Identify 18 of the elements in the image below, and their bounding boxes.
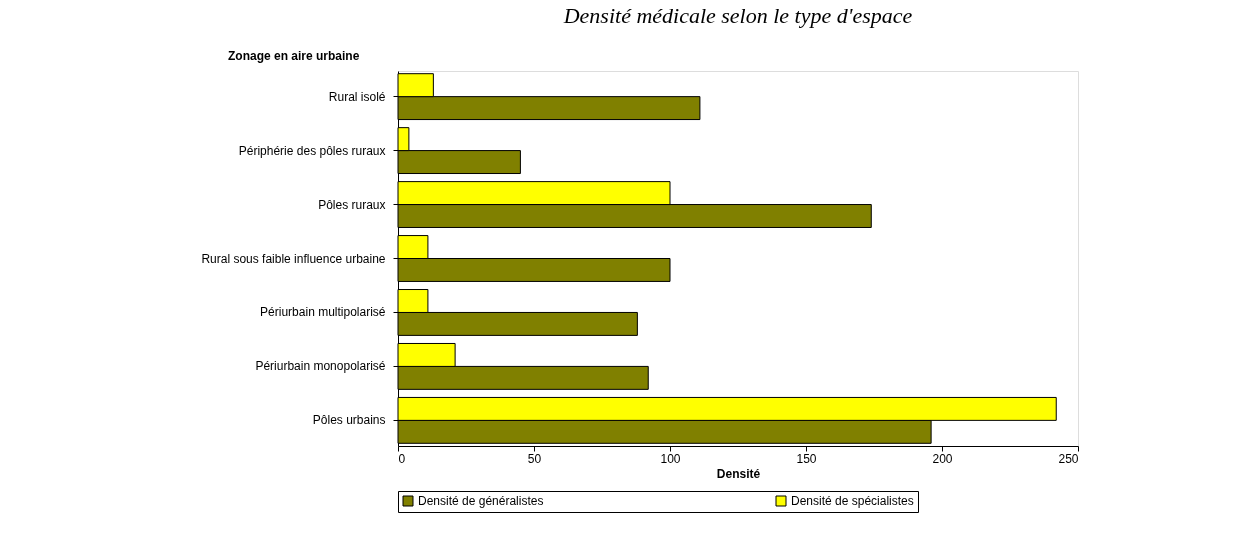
y-tick-label: Pôles ruraux (318, 197, 386, 212)
x-axis-title: Densité (716, 466, 761, 481)
x-tick-label: 200 (932, 451, 953, 466)
y-tick-label: Périurbain monopolarisé (255, 359, 386, 374)
chart-title: Densité médicale selon le type d'espace (562, 3, 913, 28)
legend-label: Densité de spécialistes (791, 494, 914, 508)
legend-label: Densité de généralistes (418, 494, 544, 508)
x-tick-label: 250 (1058, 451, 1079, 466)
y-tick-label: Rural sous faible influence urbaine (201, 251, 386, 266)
y-tick-label: Périurbain multipolarisé (260, 305, 386, 320)
x-tick-label: 100 (660, 451, 681, 466)
x-tick-label: 0 (398, 451, 406, 466)
x-tick-label: 150 (796, 451, 817, 466)
y-tick-label: Pôles urbains (312, 413, 386, 428)
y-tick-label: Périphérie des pôles ruraux (238, 143, 386, 158)
y-axis-title: Zonage en aire urbaine (228, 49, 360, 63)
x-tick-label: 50 (527, 451, 542, 466)
y-tick-label: Rural isolé (328, 89, 386, 104)
